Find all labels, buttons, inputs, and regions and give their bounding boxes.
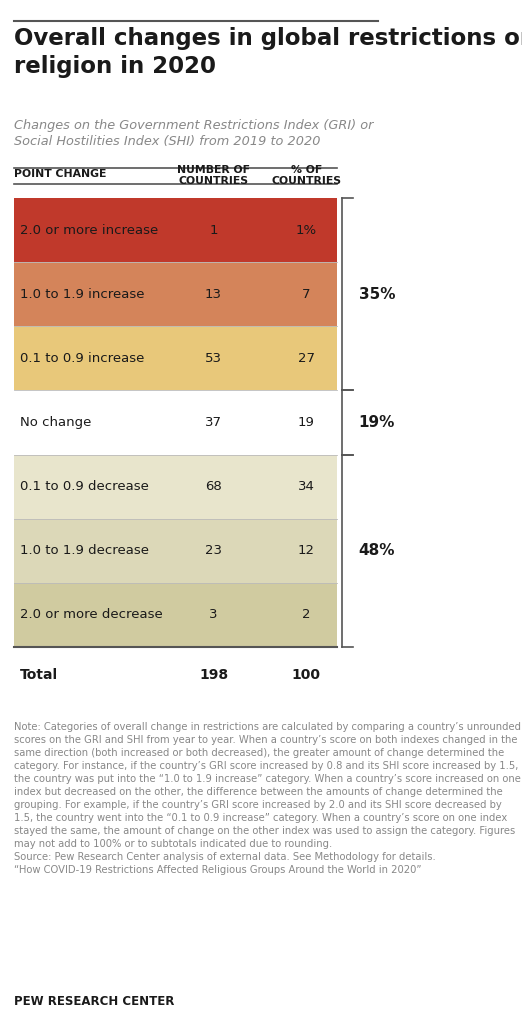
Text: 12: 12 [298,544,315,558]
Text: % OF
COUNTRIES: % OF COUNTRIES [271,165,341,186]
Text: 7: 7 [302,287,311,301]
Text: 37: 37 [205,416,222,429]
Text: 19%: 19% [359,415,395,430]
FancyBboxPatch shape [15,454,337,519]
FancyBboxPatch shape [15,391,337,454]
Text: 19: 19 [298,416,315,429]
Text: No change: No change [20,416,91,429]
FancyBboxPatch shape [15,262,337,326]
Text: Note: Categories of overall change in restrictions are calculated by comparing a: Note: Categories of overall change in re… [15,721,521,875]
Text: 1: 1 [209,224,218,236]
Text: 34: 34 [298,480,315,493]
Text: NUMBER OF
COUNTRIES: NUMBER OF COUNTRIES [177,165,250,186]
Text: 53: 53 [205,352,222,365]
Text: Overall changes in global restrictions on
religion in 2020: Overall changes in global restrictions o… [15,28,522,78]
Text: 1%: 1% [296,224,317,236]
Text: 0.1 to 0.9 increase: 0.1 to 0.9 increase [20,352,145,365]
Text: 100: 100 [292,668,321,682]
Text: Changes on the Government Restrictions Index (GRI) or
Social Hostilities Index (: Changes on the Government Restrictions I… [15,119,374,147]
Text: 1.0 to 1.9 increase: 1.0 to 1.9 increase [20,287,145,301]
Text: 3: 3 [209,609,218,621]
Text: 2.0 or more increase: 2.0 or more increase [20,224,159,236]
Text: POINT CHANGE: POINT CHANGE [15,169,107,179]
FancyBboxPatch shape [15,198,337,262]
Text: 2: 2 [302,609,311,621]
Text: 68: 68 [205,480,222,493]
Text: 1.0 to 1.9 decrease: 1.0 to 1.9 decrease [20,544,149,558]
Text: Total: Total [20,668,58,682]
FancyBboxPatch shape [15,519,337,583]
FancyBboxPatch shape [15,583,337,647]
FancyBboxPatch shape [15,326,337,391]
Text: 2.0 or more decrease: 2.0 or more decrease [20,609,163,621]
Text: 0.1 to 0.9 decrease: 0.1 to 0.9 decrease [20,480,149,493]
Text: 13: 13 [205,287,222,301]
Text: 198: 198 [199,668,228,682]
Text: 27: 27 [298,352,315,365]
Text: 48%: 48% [359,543,395,559]
Text: 23: 23 [205,544,222,558]
Text: PEW RESEARCH CENTER: PEW RESEARCH CENTER [15,995,175,1008]
Text: 35%: 35% [359,286,395,302]
